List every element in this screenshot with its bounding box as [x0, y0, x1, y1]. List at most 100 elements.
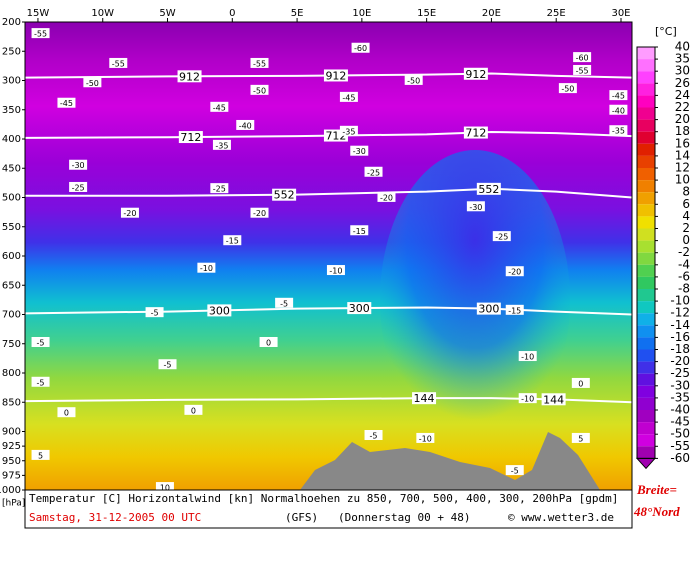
- colorbar-swatch: [637, 434, 655, 447]
- height-contour: [24, 72, 633, 79]
- x-tick-label: 0: [229, 8, 235, 19]
- colorbar-swatch: [637, 349, 655, 362]
- height-label: 300: [209, 304, 230, 317]
- isotherm-label-box: [558, 83, 577, 94]
- isotherm-label: -10: [329, 267, 342, 276]
- colorbar-label: 30: [675, 64, 690, 78]
- isotherm-label: -10: [200, 264, 213, 273]
- colorbar-label: -2: [678, 245, 690, 259]
- isotherm-label-box: [609, 104, 628, 115]
- colorbar-label: -50: [670, 427, 690, 441]
- isotherm-label: -30: [469, 203, 482, 212]
- height-label: 144: [414, 392, 435, 405]
- isotherm-label: -55: [34, 30, 47, 39]
- height-contour: [25, 187, 633, 199]
- isotherm-label-box: [404, 74, 423, 85]
- isotherm-label-box: [364, 430, 383, 441]
- colorbar-swatch: [637, 313, 655, 326]
- colorbar-swatch: [637, 385, 655, 398]
- colorbar-label: -30: [670, 378, 690, 392]
- colorbar-label: 24: [675, 88, 690, 102]
- isotherm-label: -15: [508, 306, 521, 315]
- y-tick-label: 850: [2, 397, 21, 408]
- colorbar-swatch: [637, 131, 655, 144]
- height-label-box: [178, 131, 203, 144]
- isotherm-label-box: [250, 207, 269, 218]
- isotherm-label: -25: [367, 168, 380, 177]
- colorbar-swatch: [637, 192, 655, 205]
- isotherm-label-box: [573, 52, 592, 63]
- y-tick-label: 975: [2, 470, 21, 481]
- isotherm-label: 5: [578, 434, 583, 443]
- isotherm-label-box: [184, 404, 203, 415]
- isotherm-label: -60: [354, 44, 367, 53]
- height-label-box: [476, 302, 501, 315]
- isotherm-label-box: [377, 191, 396, 202]
- isotherm-label: -50: [86, 79, 99, 88]
- cold-trough: [380, 150, 570, 450]
- isotherm-label-box: [31, 336, 50, 347]
- isotherm-label-box: [212, 139, 231, 150]
- colorbar-arrow: [635, 457, 657, 470]
- colorbar-swatch: [637, 337, 655, 350]
- footer-title: Temperatur [C] Horizontalwind [kn] Norma…: [29, 492, 618, 505]
- y-tick-label: 250: [2, 46, 21, 57]
- isotherm-label: -5: [37, 338, 45, 347]
- colorbar-swatch: [637, 107, 655, 120]
- isotherm-label: -50: [407, 76, 420, 85]
- colorbar-label: 0: [682, 233, 690, 247]
- colorbar-label: 10: [675, 173, 690, 187]
- isotherm-label-box: [275, 297, 294, 308]
- y-tick-label: 700: [2, 310, 21, 321]
- terrain: [300, 432, 600, 490]
- isotherm-label-box: [197, 262, 216, 273]
- isotherm-label-box: [492, 231, 511, 242]
- colorbar-label: 16: [675, 136, 690, 150]
- isotherm-label: -35: [612, 127, 625, 136]
- isotherm-label-box: [158, 359, 177, 370]
- height-label: 912: [325, 69, 346, 82]
- isotherm-label-box: [250, 57, 269, 68]
- isotherm-label: -45: [213, 103, 226, 112]
- colorbar-label: 22: [675, 100, 690, 114]
- isotherm-label: -55: [253, 59, 266, 68]
- isotherm-label-box: [416, 432, 435, 443]
- isotherm-label-box: [339, 125, 358, 136]
- latitude-label: Breite=: [636, 482, 677, 497]
- isotherm-label-box: [571, 377, 590, 388]
- colorbar-swatch: [637, 216, 655, 229]
- isotherm-label: -35: [215, 141, 228, 150]
- colorbar-label: -14: [670, 318, 690, 332]
- colorbar-swatch: [637, 204, 655, 217]
- colorbar-label: -55: [670, 439, 690, 453]
- height-label-box: [476, 182, 501, 195]
- colorbar-swatch: [637, 95, 655, 108]
- isotherm-label-box: [83, 77, 102, 88]
- x-tick-label: 15W: [27, 8, 50, 19]
- colorbar-swatch: [637, 47, 655, 60]
- footer-run: (Donnerstag 00 + 48): [338, 511, 470, 524]
- height-contour: [24, 306, 633, 316]
- isotherm-label-box: [505, 465, 524, 476]
- isotherm-label-box: [145, 307, 164, 318]
- height-label-box: [541, 393, 566, 406]
- y-tick-label: 950: [2, 456, 21, 467]
- isotherm-label: -55: [112, 59, 125, 68]
- isotherm-label-box: [109, 57, 128, 68]
- isotherm-label-box: [236, 119, 255, 130]
- colorbar-swatch: [637, 119, 655, 132]
- isotherm-label-box: [31, 376, 50, 387]
- x-tick-label: 5E: [291, 8, 304, 19]
- height-label-box: [347, 302, 372, 315]
- colorbar-swatch: [637, 373, 655, 386]
- height-label: 144: [543, 393, 564, 406]
- colorbar-swatch: [637, 240, 655, 253]
- isotherm-label: -45: [342, 93, 355, 102]
- x-tick-label: 20E: [482, 8, 501, 19]
- colorbar-label: -35: [670, 390, 690, 404]
- colorbar-label: -18: [670, 342, 690, 356]
- isotherm-label-box: [351, 42, 370, 53]
- isotherm-label: -20: [253, 209, 266, 218]
- colorbar-swatch: [637, 301, 655, 314]
- colorbar-label: -4: [678, 257, 690, 271]
